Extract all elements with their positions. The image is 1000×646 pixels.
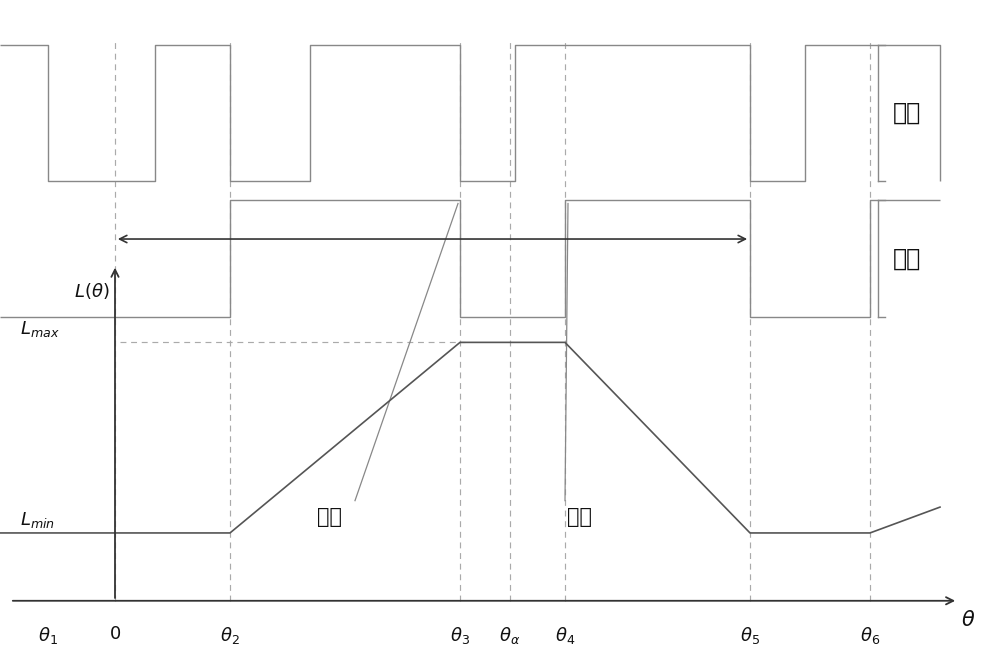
Text: 后沿: 后沿 [318,507,342,526]
Text: 前沿: 前沿 [568,507,592,526]
Text: $\theta_\alpha$: $\theta_\alpha$ [499,625,521,646]
Text: $\theta_1$: $\theta_1$ [38,625,58,646]
Text: $\theta_2$: $\theta_2$ [220,625,240,646]
Text: $L_{min}$: $L_{min}$ [20,510,55,530]
Text: $\theta_3$: $\theta_3$ [450,625,470,646]
Text: 转子: 转子 [893,246,921,271]
Text: $L_{max}$: $L_{max}$ [20,319,60,339]
Text: $\theta$: $\theta$ [961,610,975,630]
Text: $L(\theta)$: $L(\theta)$ [74,281,110,301]
Text: $0$: $0$ [109,625,121,643]
Text: 定子: 定子 [893,101,921,125]
Text: $\theta_4$: $\theta_4$ [555,625,575,646]
Text: $\theta_6$: $\theta_6$ [860,625,880,646]
Text: $\theta_5$: $\theta_5$ [740,625,760,646]
